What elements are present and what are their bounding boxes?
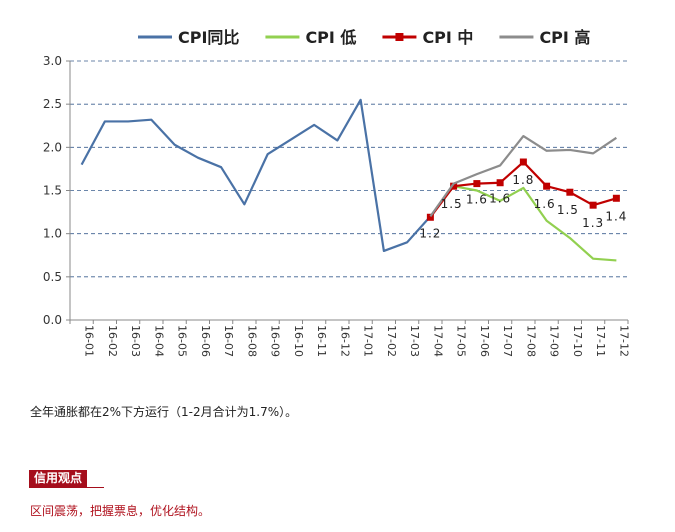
- data-label: 1.4: [605, 209, 627, 223]
- x-tick-label: 17-08: [524, 325, 537, 357]
- data-label: 1.3: [582, 216, 604, 230]
- data-point: [612, 194, 620, 202]
- x-tick-label: 17-10: [571, 325, 584, 357]
- x-tick-label: 16-09: [269, 325, 282, 357]
- data-label: 1.6: [489, 192, 511, 206]
- series-line: [429, 135, 617, 218]
- y-axis: 0.0 0.5 1.0 1.5 2.0 2.5 3.0: [43, 54, 71, 327]
- x-tick-label: 17-02: [385, 325, 398, 357]
- section-badge: 信用观点: [29, 470, 88, 487]
- x-tick-label: 17-12: [617, 325, 630, 357]
- series-line: [429, 185, 617, 262]
- data-point: [519, 158, 527, 166]
- data-point: [496, 179, 504, 187]
- y-tick-label: 1.0: [43, 227, 62, 241]
- legend-label: CPI 中: [422, 28, 473, 47]
- x-tick-label: 16-02: [106, 325, 119, 357]
- y-tick-label: 0.0: [43, 313, 62, 327]
- x-tick-label: 16-01: [83, 325, 96, 357]
- y-tick-label: 0.5: [43, 270, 62, 284]
- y-tick-label: 2.0: [43, 140, 62, 154]
- x-tick-label: 17-07: [501, 325, 514, 357]
- data-label: 1.6: [466, 193, 488, 207]
- y-tick-label: 3.0: [43, 54, 62, 68]
- x-tick-label: 16-07: [222, 325, 235, 357]
- legend-label: CPI 低: [305, 28, 356, 47]
- y-tick-label: 1.5: [43, 184, 62, 198]
- legend-marker: [395, 33, 404, 41]
- x-tick-label: 16-10: [292, 325, 305, 357]
- section-divider: [29, 487, 104, 488]
- data-label: 1.5: [557, 203, 579, 217]
- chart-series: [80, 98, 620, 262]
- inflation-note: 全年通胀都在2%下方运行（1-2月合计为1.7%）。: [30, 405, 298, 419]
- x-tick-label: 16-05: [176, 325, 189, 357]
- chart-gridlines: [70, 60, 628, 278]
- y-tick-label: 2.5: [43, 97, 62, 111]
- x-tick-label: 17-03: [408, 325, 421, 357]
- x-tick-label: 16-08: [245, 325, 258, 357]
- series-line: [80, 98, 432, 253]
- data-point: [426, 213, 434, 221]
- x-tick-label: 16-06: [199, 325, 212, 357]
- data-label: 1.8: [512, 173, 534, 187]
- section-text: 区间震荡，把握票息，优化结构。: [30, 504, 211, 518]
- data-point: [543, 182, 551, 190]
- x-tick-label: 17-06: [478, 325, 491, 357]
- data-label: 1.6: [534, 197, 556, 211]
- x-tick-label: 17-09: [548, 325, 561, 357]
- x-tick-label: 16-03: [129, 325, 142, 357]
- data-label: 1.5: [441, 197, 463, 211]
- x-tick-label: 17-11: [594, 325, 607, 357]
- cpi-line-chart: CPI同比 CPI 低 CPI 中 CPI 高 0.0 0.5 1.0 1.5 2.0 2.5 3…: [43, 28, 630, 357]
- x-tick-label: 17-05: [455, 325, 468, 357]
- x-tick-label: 17-04: [431, 325, 444, 357]
- chart-legend: CPI同比 CPI 低 CPI 中 CPI 高: [138, 28, 590, 47]
- x-tick-label: 16-12: [338, 325, 351, 357]
- legend-label: CPI 高: [539, 28, 590, 47]
- x-tick-label: 16-11: [315, 325, 328, 357]
- data-label: 1.2: [419, 226, 441, 240]
- chart-data-labels: 1.21.5 1.6 1.61.81.6 1.51.3 1.4: [419, 173, 627, 240]
- x-tick-label: 17-01: [362, 325, 375, 357]
- legend-label: CPI同比: [178, 28, 239, 47]
- x-axis: 16-01 16-02 16-03 16-04 16-05 16-06 16-07 16-08…: [69, 319, 630, 357]
- data-point: [589, 201, 597, 209]
- data-point: [450, 182, 458, 190]
- data-point: [473, 180, 481, 188]
- data-point: [566, 188, 574, 196]
- x-tick-label: 16-04: [152, 325, 165, 357]
